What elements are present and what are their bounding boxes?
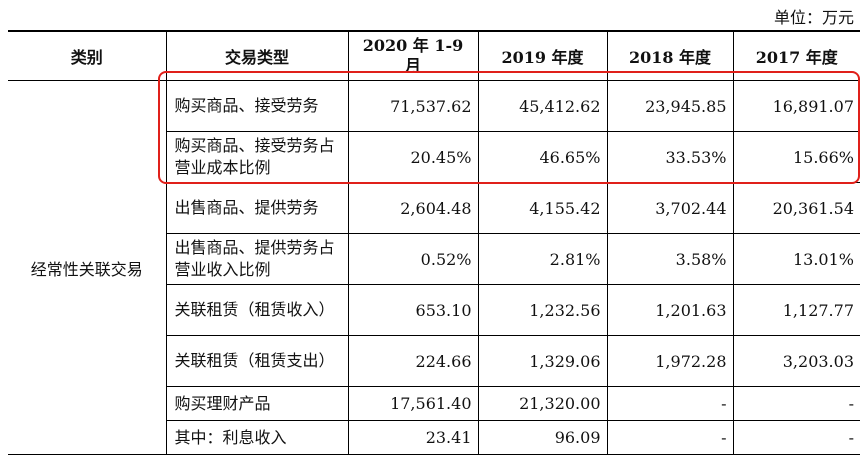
cell-2020: 653.10 — [347, 284, 478, 336]
row-type: 出售商品、提供劳务 — [165, 182, 348, 234]
cell-2019: 46.65% — [477, 131, 607, 183]
row-type: 购买理财产品 — [165, 386, 348, 421]
related-transactions-table: 类别 交易类型 2020 年 1-9 月 2019 年度 2018 年度 201… — [8, 30, 860, 455]
row-type: 关联租赁（租赁收入） — [165, 284, 348, 336]
cell-2020: 20.45% — [347, 131, 478, 183]
row-type: 购买商品、接受劳务 — [165, 80, 348, 132]
cell-2018: - — [606, 386, 733, 421]
cell-2018: - — [606, 420, 733, 455]
cell-2017: 16,891.07 — [732, 80, 860, 132]
cell-2018: 3.58% — [606, 233, 733, 285]
header-row: 类别 交易类型 2020 年 1-9 月 2019 年度 2018 年度 201… — [8, 30, 860, 81]
cell-2018: 1,201.63 — [606, 284, 733, 336]
header-type: 交易类型 — [165, 30, 348, 81]
table-row: 出售商品、提供劳务 2,604.48 4,155.42 3,702.44 20,… — [8, 182, 860, 234]
cell-2020: 17,561.40 — [347, 386, 478, 421]
cell-2018: 1,972.28 — [606, 335, 733, 387]
cell-2017: - — [732, 420, 860, 455]
row-type: 出售商品、提供劳务占营业收入比例 — [165, 233, 348, 285]
header-2019: 2019 年度 — [477, 30, 607, 81]
row-type: 关联租赁（租赁支出） — [165, 335, 348, 387]
header-2020: 2020 年 1-9 月 — [347, 30, 478, 81]
table-row: 关联租赁（租赁收入） 653.10 1,232.56 1,201.63 1,12… — [8, 284, 860, 336]
cell-2019: 4,155.42 — [477, 182, 607, 234]
cell-2018: 33.53% — [606, 131, 733, 183]
header-2018: 2018 年度 — [606, 30, 733, 81]
header-2017: 2017 年度 — [732, 30, 860, 81]
cell-2019: 2.81% — [477, 233, 607, 285]
table-row: 其中：利息收入 23.41 96.09 - - — [8, 420, 860, 455]
table-row: 经常性关联交易 购买商品、接受劳务 71,537.62 45,412.62 23… — [8, 80, 860, 455]
cell-2018: 3,702.44 — [606, 182, 733, 234]
cell-2020: 2,604.48 — [347, 182, 478, 234]
table-row: 关联租赁（租赁支出） 224.66 1,329.06 1,972.28 3,20… — [8, 335, 860, 387]
cell-2019: 45,412.62 — [477, 80, 607, 132]
cell-2019: 1,329.06 — [477, 335, 607, 387]
header-category: 类别 — [8, 30, 166, 81]
cell-2017: - — [732, 386, 860, 421]
table-row: 购买理财产品 17,561.40 21,320.00 - - — [8, 386, 860, 421]
cell-2019: 96.09 — [477, 420, 607, 455]
cell-2019: 21,320.00 — [477, 386, 607, 421]
cell-2017: 15.66% — [732, 131, 860, 183]
cell-2020: 224.66 — [347, 335, 478, 387]
cell-2019: 1,232.56 — [477, 284, 607, 336]
cell-2017: 3,203.03 — [732, 335, 860, 387]
cell-2018: 23,945.85 — [606, 80, 733, 132]
row-type: 购买商品、接受劳务占营业成本比例 — [165, 131, 348, 183]
table-row: 出售商品、提供劳务占营业收入比例 0.52% 2.81% 3.58% 13.01… — [8, 233, 860, 285]
cell-2017: 20,361.54 — [732, 182, 860, 234]
cell-2017: 1,127.77 — [732, 284, 860, 336]
cell-2020: 0.52% — [347, 233, 478, 285]
category-cell: 经常性关联交易 — [8, 80, 166, 455]
row-type: 其中：利息收入 — [165, 420, 348, 455]
cell-2020: 71,537.62 — [347, 80, 478, 132]
cell-2020: 23.41 — [347, 420, 478, 455]
header-2020-label: 2020 年 1-9 月 — [362, 36, 464, 75]
cell-2017: 13.01% — [732, 233, 860, 285]
unit-label: 单位：万元 — [773, 8, 854, 27]
